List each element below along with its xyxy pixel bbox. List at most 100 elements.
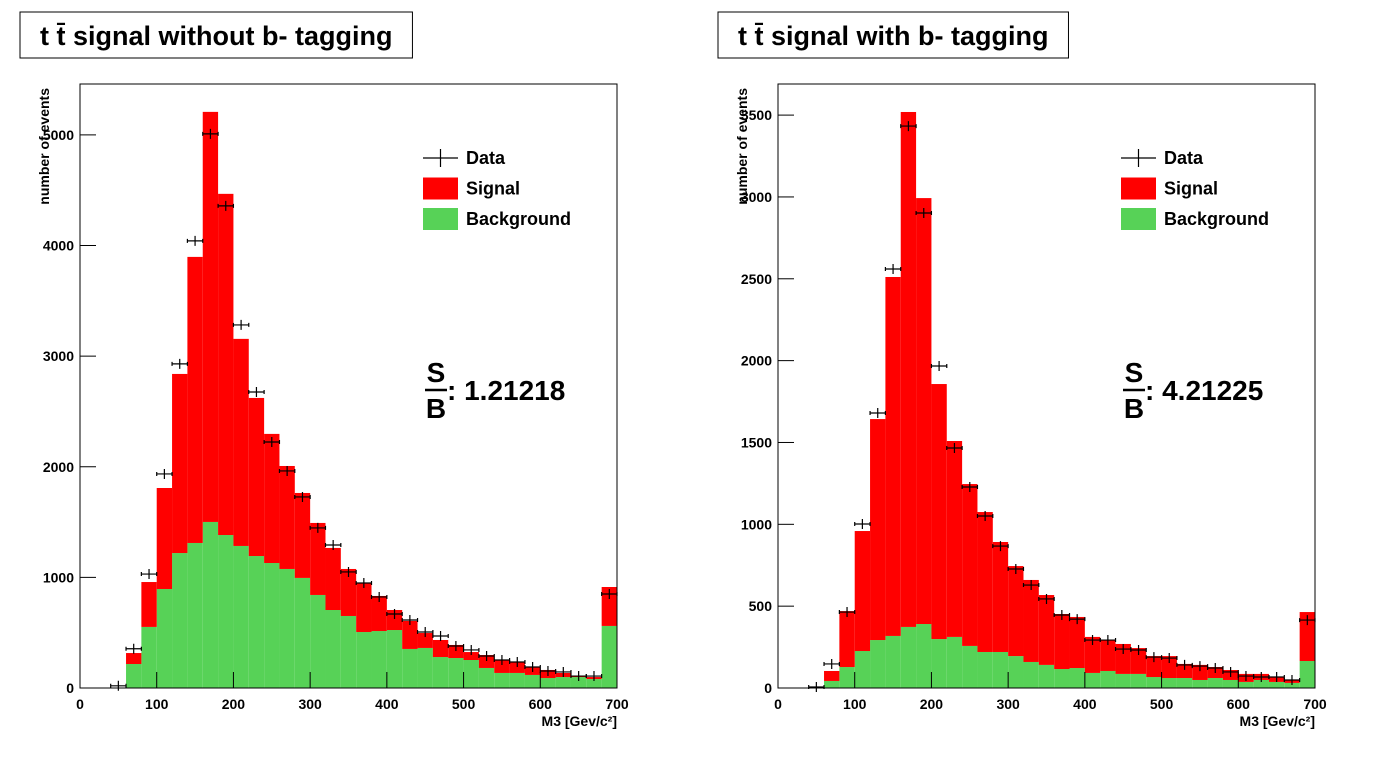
histogram-bar [885,276,901,636]
histogram-bar [555,677,571,688]
histogram-bar [156,588,173,688]
y-tick-label: 1500 [741,434,772,450]
histogram-bar [509,662,525,673]
histogram-bar [1161,678,1177,688]
data-point [309,522,327,533]
data-point [884,263,902,274]
y-tick-label: 2500 [741,271,772,287]
data-point [1145,652,1163,663]
histogram-bar [1192,679,1208,688]
histogram-bar [126,663,142,688]
y-tick-label: 500 [749,598,773,614]
data-point [340,566,357,577]
data-point [478,651,495,662]
histogram-bar [1176,678,1193,688]
histogram-bar [946,636,963,688]
histogram-bar [1069,668,1085,688]
data-point [156,468,173,479]
data-point [1099,635,1117,646]
x-axis-label: M3 [Gev/c²] [542,713,617,729]
x-tick-label: 700 [1303,696,1327,712]
data-point [1038,593,1055,604]
legend-swatch [423,208,458,230]
y-tick-label: 3000 [741,189,772,205]
histogram-bar [264,433,280,563]
histogram-bar [870,640,886,688]
data-point [570,671,587,682]
histogram-bar [1084,672,1101,688]
histogram-bar [1161,656,1177,679]
histogram-bar [218,535,234,688]
histogram-bar [417,633,433,648]
histogram-bar [1054,669,1070,688]
histogram-bar [141,582,157,627]
data-point [294,491,311,502]
histogram-bar [977,651,993,688]
data-point [1084,635,1101,646]
histogram-bar [325,610,341,688]
data-point [248,386,265,397]
plot-frame [79,83,618,689]
data-point [555,666,572,677]
histogram-bar [1207,678,1223,688]
histogram-bar [570,677,587,688]
histogram-bar [187,542,203,688]
x-tick-label: 400 [1073,696,1097,712]
x-tick-label: 400 [375,696,399,712]
histogram-bar [356,583,372,633]
data-point [1068,614,1086,625]
y-tick-label: 3000 [43,348,74,364]
histogram-bar [233,338,249,546]
data-point [601,588,618,599]
histogram-bar [432,657,449,688]
histogram-bar [1253,679,1269,688]
histogram-bar [962,645,978,688]
histogram-bar [1038,595,1055,665]
data-point [447,640,465,651]
histogram-bar [1130,648,1147,674]
histogram-bar [1084,636,1101,673]
chart-title: t t̄ signal with b- tagging [738,21,1048,51]
x-tick-label: 300 [298,696,322,712]
histogram-bar [279,568,295,688]
title-box [717,11,1069,59]
data-point [110,680,127,691]
data-point [171,358,188,369]
data-point [930,361,948,372]
histogram-bar [371,631,387,688]
histogram-bar [839,611,855,668]
title-box [19,11,413,59]
annotation-text: : 1.21218 [447,375,565,406]
data-point [1114,644,1132,655]
y-tick-label: 5000 [43,127,74,143]
histogram-bar [1146,656,1162,678]
histogram-bar [916,198,932,624]
data-point [1299,615,1316,626]
histogram-bar [141,626,157,688]
y-axis-label: number of events [734,88,750,205]
x-tick-label: 200 [222,696,246,712]
histogram-bar [233,545,249,688]
histogram-bar [386,610,403,631]
annotation-numerator: S [1125,357,1144,388]
data-point [416,627,434,638]
data-point [217,200,235,211]
histogram-bar [824,670,840,681]
histogram-bar [1146,677,1162,688]
data-point [462,644,480,655]
data-point [1053,609,1071,620]
data-point [401,614,419,625]
data-point [509,657,526,668]
histogram-bar [340,568,357,616]
y-tick-label: 1000 [43,569,74,585]
y-tick-label: 1000 [741,516,772,532]
y-tick-label: 0 [66,680,74,696]
legend-marker [423,149,458,167]
data-point [1007,564,1025,575]
legend-label: Background [1164,209,1269,229]
data-point [186,235,204,246]
data-point [585,671,603,682]
histogram-bar [1023,661,1039,688]
histogram-bar [870,419,886,641]
